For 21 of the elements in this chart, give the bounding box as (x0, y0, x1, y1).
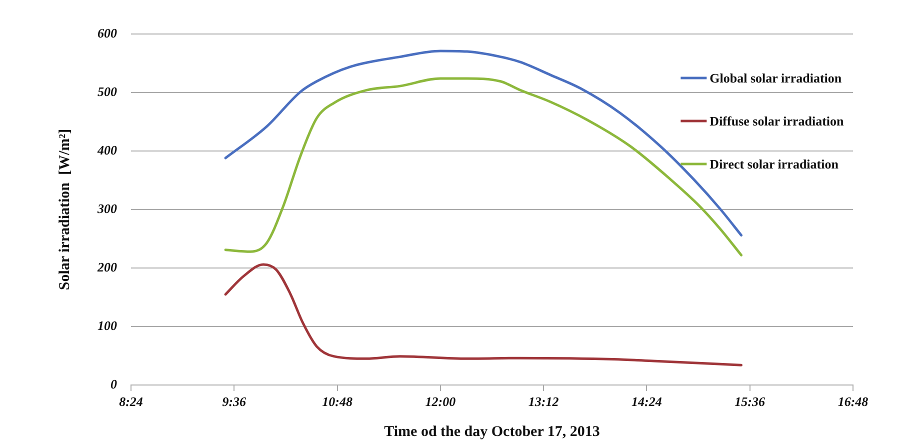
y-tick-label: 100 (98, 318, 118, 333)
x-tick-label: 13:12 (528, 394, 560, 410)
x-tick-label: 12:00 (425, 394, 456, 410)
x-tick-label: 8:24 (119, 394, 144, 410)
x-tick-label: 15:36 (734, 394, 766, 410)
line-series (224, 263, 743, 366)
legend-label: Global solar irradiation (710, 70, 842, 86)
y-tick-label: 600 (98, 25, 118, 40)
y-tick-label: 500 (98, 84, 118, 99)
legend-label: Diffuse solar irradiation (710, 113, 845, 128)
legend-label: Direct solar irradiation (710, 156, 840, 172)
y-tick-label: 300 (96, 200, 118, 216)
x-tick-label: 16:48 (838, 394, 869, 410)
y-tick-label: 0 (110, 376, 118, 392)
x-axis-title: Time od the day October 17, 2013 (384, 424, 600, 440)
x-tick-label: 10:48 (322, 394, 353, 410)
y-axis-title: Solar irradiation [W/m²] (56, 128, 73, 290)
x-tick-label: 14:24 (632, 394, 662, 410)
y-tick-label: 400 (96, 142, 118, 158)
y-tick-label: 200 (96, 259, 118, 274)
x-tick-label: 9:36 (222, 394, 247, 410)
